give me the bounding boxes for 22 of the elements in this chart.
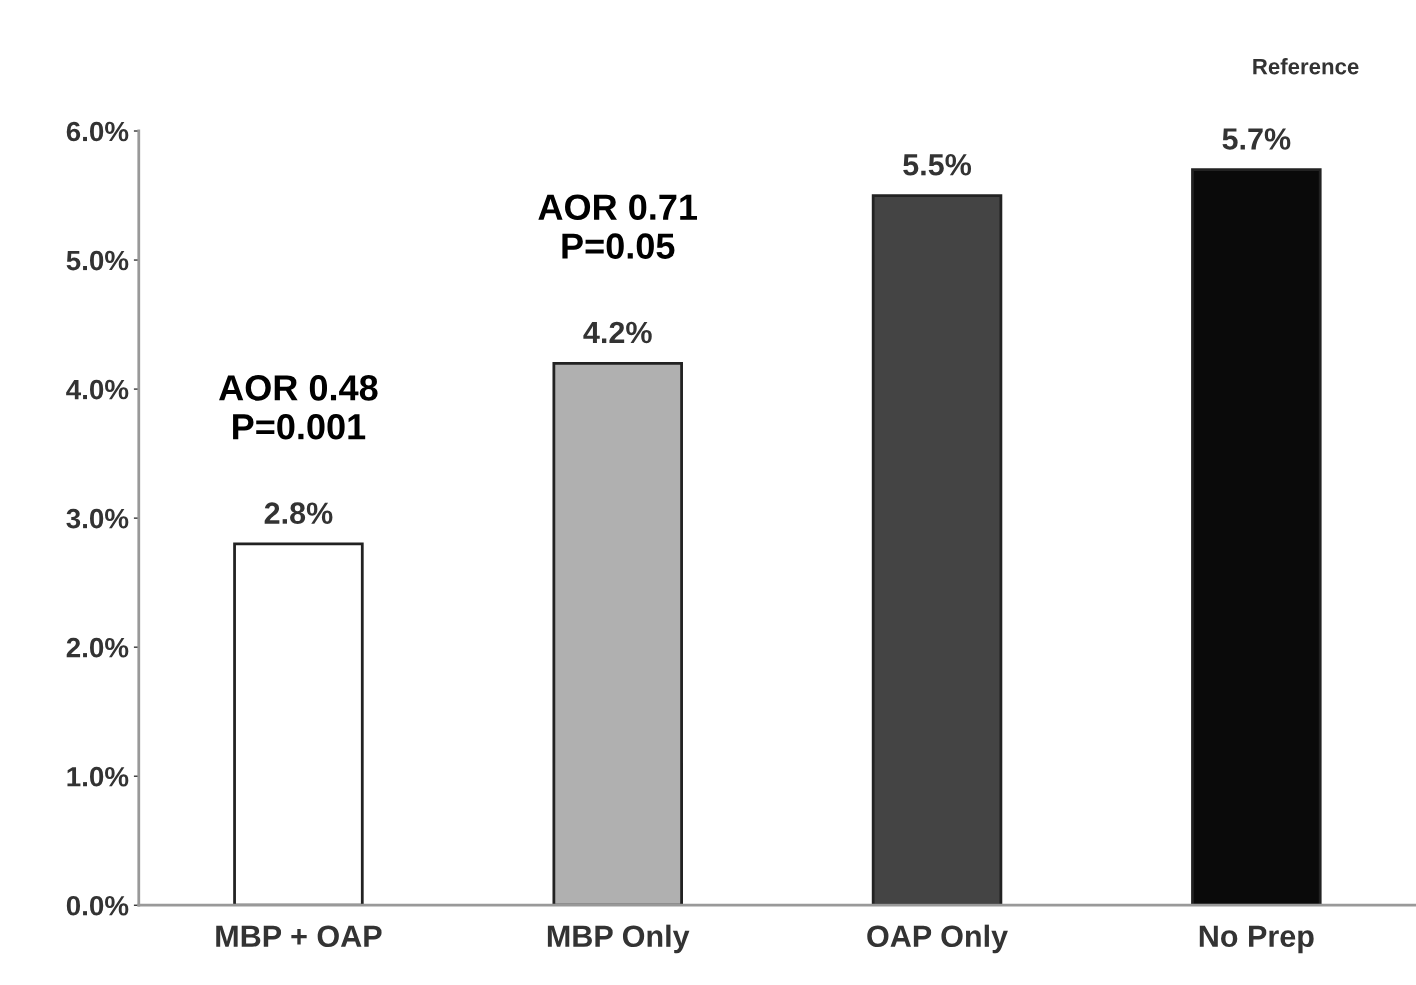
annotation: AOR 0.71 P=0.05 xyxy=(538,194,698,259)
y-tick-label: 1.0% xyxy=(67,766,129,787)
data-label: 2.8% xyxy=(264,502,333,524)
y-tick-label: 5.0% xyxy=(66,250,129,271)
data-label: 5.5% xyxy=(903,154,972,176)
y-tick-label: 6.0% xyxy=(66,121,129,142)
data-label: 5.7% xyxy=(1222,128,1291,150)
x-tick-label: MBP Only xyxy=(547,924,690,954)
y-tick-label: 4.0% xyxy=(66,379,129,400)
bar xyxy=(552,361,683,906)
x-tick-label: No Prep xyxy=(1199,925,1314,954)
y-tick-label: 3.0% xyxy=(66,508,129,529)
text: Reference xyxy=(1253,58,1359,75)
x-tick-label: OAP Only xyxy=(867,924,1008,954)
bar xyxy=(233,542,364,906)
y-tick-label: 2.0% xyxy=(66,637,129,658)
data-label: 4.2% xyxy=(583,321,652,344)
bar xyxy=(871,194,1003,906)
y-tick-label: 0.0% xyxy=(66,895,129,916)
x-tick-label: MBP + OAP xyxy=(216,925,382,948)
bar xyxy=(1191,168,1322,906)
annotation: AOR 0.48 P=0.001 xyxy=(219,375,378,440)
